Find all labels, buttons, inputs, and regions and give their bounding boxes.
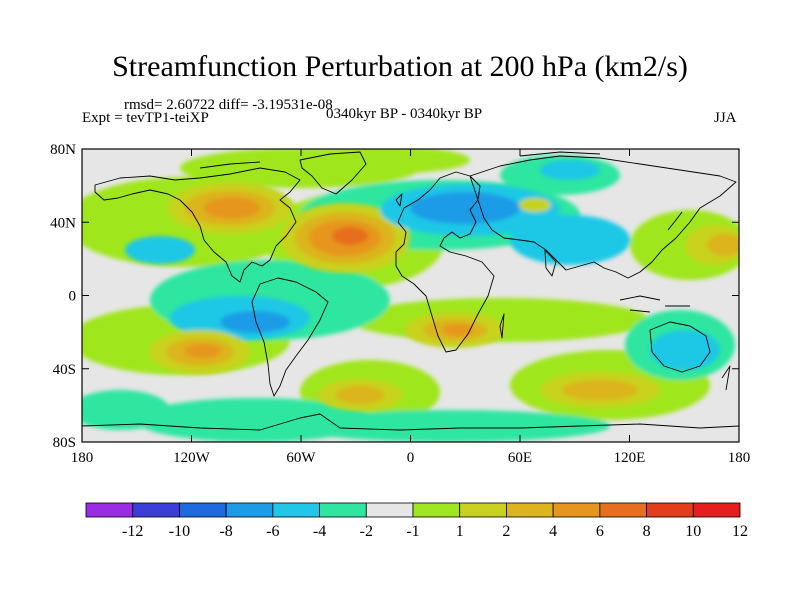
coast-new-zealand [721,365,731,391]
colorbar-tick-label: -6 [266,523,279,540]
colorbar-tick-label: -12 [122,523,143,540]
lon-tick-label: 60W [286,450,316,466]
eurasia-low-6 [410,192,520,224]
south-indian-high-4 [562,380,638,400]
greenland-positive-band [290,149,470,174]
axis-ticks [81,148,740,443]
colorbar-tick-label: 2 [502,523,510,540]
coast-greenland [299,151,367,195]
colorbar-swatch [692,502,741,518]
season-label: JJA [714,110,737,126]
coast-antarctica [82,413,739,431]
coast-uk [395,193,403,207]
south-atlantic-high-4 [336,386,384,404]
australia-low-4 [650,330,720,370]
lon-tick-label: 0 [407,450,415,466]
north-pacific-high-6 [204,197,260,219]
contour-field [82,149,739,442]
south-africa-high-6 [442,324,474,336]
coast-europe-africa [395,171,495,353]
siberia-low-4 [540,160,600,180]
pacific-low-4 [125,236,195,264]
coast-madagascar [499,313,505,339]
coast-north-america [94,167,301,283]
colorbar-swatch [459,502,507,518]
colorbar-swatch [319,502,367,518]
colorbar-tick-label: 10 [685,523,701,540]
south-pacific-high-6 [185,344,221,358]
lat-tick-label: 80S [53,435,76,451]
latitude-tick-labels: 80N 40N 0 40S 80S [50,142,76,451]
lon-tick-label: 120E [614,450,646,466]
colorbar-swatch [599,502,647,518]
coastlines [82,151,739,431]
north-atlantic-high-8 [332,227,368,245]
colorbar-swatch [225,502,274,518]
colorbar-tick-label: -2 [360,523,373,540]
colorbar-swatch [506,502,554,518]
colorbar-swatch [132,502,180,518]
stats-line: rmsd= 2.60722 diff= -3.19531e-08 [124,97,333,113]
colorbar-tick-label: 4 [549,523,557,540]
longitude-tick-labels: 180 120W 60W 0 60E 120E 180 [71,450,751,466]
coast-india [544,249,557,277]
colorbar-swatch [646,502,694,518]
colorbar-tick-label: 1 [456,523,464,540]
colorbar-swatch [179,502,227,518]
experiment-label: Expt = tevTP1-teiXP [82,110,209,126]
antarctic-negative-band [290,410,610,442]
colorbar-swatch [365,502,414,518]
coast-australia [649,321,711,373]
lat-tick-label: 80N [50,142,76,158]
coast-arctic-islands [199,151,601,169]
coast-maritime-continent [619,295,690,313]
colorbar-tick-label: 8 [643,523,651,540]
coast-japan [667,211,683,231]
lat-tick-label: 0 [69,289,77,305]
plot-title: Streamfunction Perturbation at 200 hPa (… [112,50,688,83]
colorbar-labels: -12 -10 -8 -6 -4 -2 -1 1 2 4 6 8 10 12 [122,523,748,540]
lat-tick-label: 40S [53,362,76,378]
coast-south-america [251,277,329,397]
colorbar-swatch [85,502,134,518]
colorbar [85,502,741,518]
east-pacific-low-6 [220,311,290,333]
colorbar-tick-label: -8 [219,523,232,540]
colorbar-swatch [552,502,601,518]
lat-tick-label: 40N [50,215,76,231]
asia-low-4 [510,215,630,265]
nw-pacific-high-4 [707,234,739,256]
colorbar-swatch [412,502,461,518]
lon-tick-label: 180 [71,450,94,466]
colorbar-tick-label: 6 [596,523,604,540]
colorbar-tick-label: 12 [732,523,748,540]
lon-tick-label: 120W [173,450,211,466]
colorbar-tick-label: -10 [169,523,190,540]
colorbar-tick-label: -4 [313,523,326,540]
period-label: 0340kyr BP - 0340kyr BP [326,106,483,122]
caspian-high-2 [519,198,551,212]
lon-tick-label: 180 [728,450,751,466]
lon-tick-label: 60E [508,450,532,466]
colorbar-swatch [272,502,320,518]
colorbar-tick-label: -1 [406,523,419,540]
coast-asia [469,155,737,279]
